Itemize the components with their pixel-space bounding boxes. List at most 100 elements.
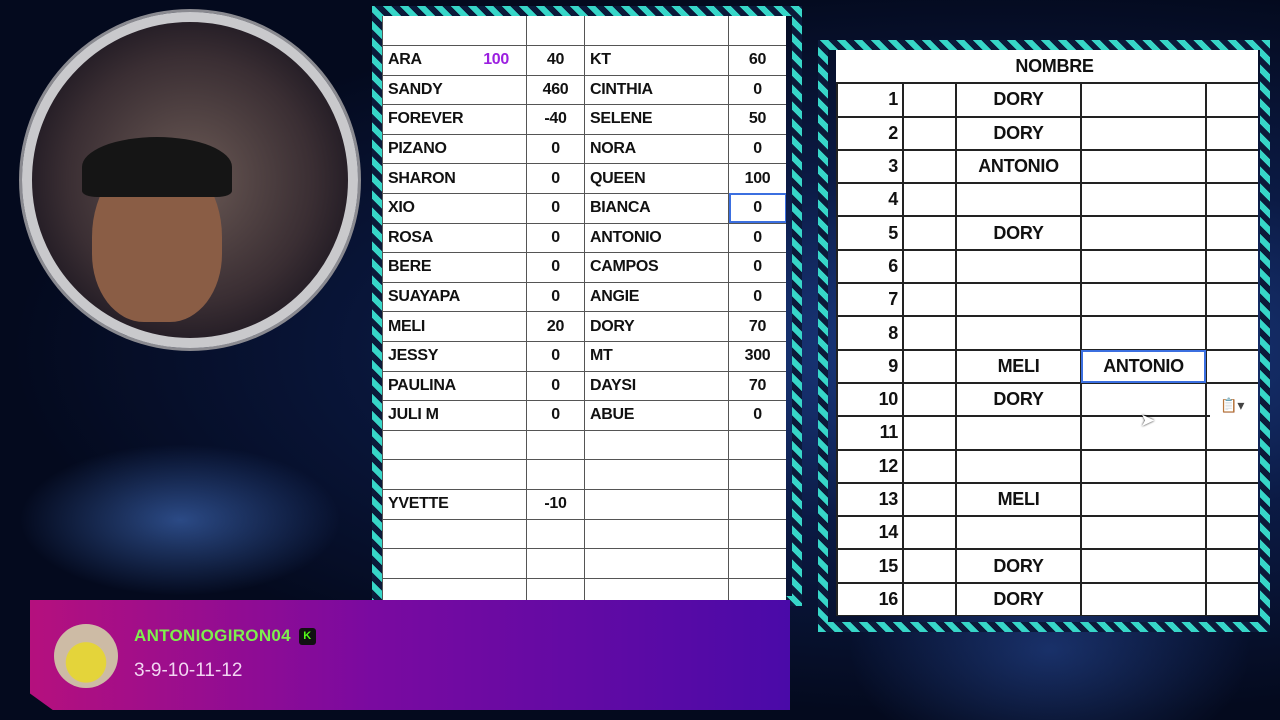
name-cell[interactable]: ANTONIO — [1079, 348, 1208, 384]
row-number[interactable]: 15 — [836, 548, 904, 584]
name-cell[interactable]: DORY — [955, 581, 1082, 616]
name-cell[interactable] — [584, 459, 729, 490]
name-cell[interactable] — [955, 248, 1082, 285]
name-cell[interactable]: SANDY — [382, 74, 527, 106]
cell[interactable] — [1205, 315, 1258, 351]
name-cell[interactable]: MELI — [955, 481, 1082, 518]
name-cell[interactable] — [1079, 315, 1208, 351]
row-number[interactable]: 7 — [836, 282, 904, 318]
name-cell[interactable] — [382, 518, 527, 550]
name-cell[interactable]: ARA 100 — [382, 45, 527, 76]
row-number[interactable]: 16 — [836, 581, 904, 616]
row-number[interactable]: 2 — [836, 115, 904, 151]
name-cell[interactable] — [584, 429, 729, 461]
cell[interactable] — [1205, 215, 1258, 251]
row-number[interactable]: 10 — [836, 381, 904, 418]
name-cell[interactable]: ANTONIO — [584, 222, 729, 254]
name-cell[interactable] — [955, 515, 1082, 551]
name-cell[interactable] — [955, 415, 1082, 451]
cell[interactable] — [1205, 248, 1258, 285]
row-number[interactable]: 4 — [836, 182, 904, 218]
name-cell[interactable]: DORY — [955, 381, 1082, 418]
cell[interactable] — [902, 315, 957, 351]
name-cell[interactable]: DAYSI — [584, 370, 729, 402]
value-cell[interactable]: 70 — [728, 311, 786, 342]
name-cell[interactable]: JESSY — [382, 340, 527, 372]
row-number[interactable]: 14 — [836, 515, 904, 551]
value-cell[interactable] — [526, 429, 585, 461]
name-cell[interactable]: DORY — [955, 215, 1082, 251]
value-cell[interactable]: 0 — [526, 163, 585, 194]
cell[interactable] — [902, 548, 957, 584]
cell[interactable] — [902, 415, 957, 451]
name-cell[interactable]: XIO — [382, 192, 527, 224]
name-cell[interactable]: SUAYAPA — [382, 281, 527, 313]
cell[interactable] — [902, 348, 957, 384]
cell[interactable] — [902, 215, 957, 251]
name-cell[interactable]: DORY — [955, 82, 1082, 118]
value-cell[interactable] — [728, 488, 786, 520]
value-cell[interactable]: 40 — [526, 45, 585, 76]
value-cell[interactable]: 0 — [526, 281, 585, 313]
value-cell[interactable]: 0 — [526, 192, 585, 224]
cell[interactable] — [902, 148, 957, 185]
name-cell[interactable] — [584, 548, 729, 579]
cell[interactable] — [1205, 182, 1258, 218]
value-cell[interactable] — [728, 518, 786, 550]
name-cell[interactable] — [1079, 481, 1208, 518]
paste-options-button[interactable]: 📋▾ — [1210, 392, 1258, 420]
name-cell[interactable] — [382, 459, 527, 490]
cell[interactable] — [902, 115, 957, 151]
name-cell[interactable]: SHARON — [382, 163, 527, 194]
name-cell[interactable] — [1079, 381, 1208, 418]
row-number[interactable]: 12 — [836, 448, 904, 484]
name-cell[interactable]: JULI M — [382, 400, 527, 431]
cell[interactable] — [1205, 148, 1258, 185]
cell[interactable] — [1205, 581, 1258, 616]
value-cell[interactable]: 0 — [526, 222, 585, 254]
name-cell[interactable] — [584, 518, 729, 550]
name-cell[interactable]: DORY — [955, 548, 1082, 584]
value-cell[interactable] — [526, 577, 585, 600]
value-cell[interactable]: 50 — [728, 104, 786, 135]
name-cell[interactable]: PIZANO — [382, 133, 527, 165]
name-cell[interactable] — [955, 282, 1082, 318]
name-cell[interactable] — [1079, 215, 1208, 251]
name-cell[interactable] — [1079, 115, 1208, 151]
cell[interactable] — [902, 248, 957, 285]
cell[interactable] — [902, 448, 957, 484]
value-cell[interactable]: 0 — [728, 281, 786, 313]
name-cell[interactable]: MELI — [955, 348, 1082, 384]
name-cell[interactable] — [955, 448, 1082, 484]
cell[interactable] — [902, 82, 957, 118]
value-cell[interactable]: 0 — [526, 400, 585, 431]
name-cell[interactable]: DORY — [955, 115, 1082, 151]
value-cell[interactable] — [526, 459, 585, 490]
value-cell[interactable]: 100 — [728, 163, 786, 194]
name-cell[interactable] — [1079, 148, 1208, 185]
cell[interactable] — [1205, 115, 1258, 151]
name-cell[interactable]: QUEEN — [584, 163, 729, 194]
name-cell[interactable]: ROSA — [382, 222, 527, 254]
value-cell[interactable]: 0 — [728, 192, 786, 224]
row-number[interactable]: 3 — [836, 148, 904, 185]
value-cell[interactable] — [526, 548, 585, 579]
name-cell[interactable]: PAULINA — [382, 370, 527, 402]
name-cell[interactable] — [955, 182, 1082, 218]
row-number[interactable]: 8 — [836, 315, 904, 351]
name-cell[interactable]: ANTONIO — [955, 148, 1082, 185]
name-cell[interactable]: DORY — [584, 311, 729, 342]
cell[interactable] — [902, 381, 957, 418]
value-cell[interactable]: 300 — [728, 340, 786, 372]
name-cell[interactable] — [955, 315, 1082, 351]
value-cell[interactable]: 460 — [526, 74, 585, 106]
name-cell[interactable]: FOREVER — [382, 104, 527, 135]
name-cell[interactable]: BIANCA — [584, 192, 729, 224]
cell[interactable] — [1205, 82, 1258, 118]
value-cell[interactable]: 60 — [728, 45, 786, 76]
name-cell[interactable]: BERE — [382, 252, 527, 283]
value-cell[interactable] — [728, 577, 786, 600]
name-cell[interactable]: YVETTE — [382, 488, 527, 520]
cell[interactable] — [1205, 515, 1258, 551]
name-cell[interactable] — [584, 577, 729, 600]
